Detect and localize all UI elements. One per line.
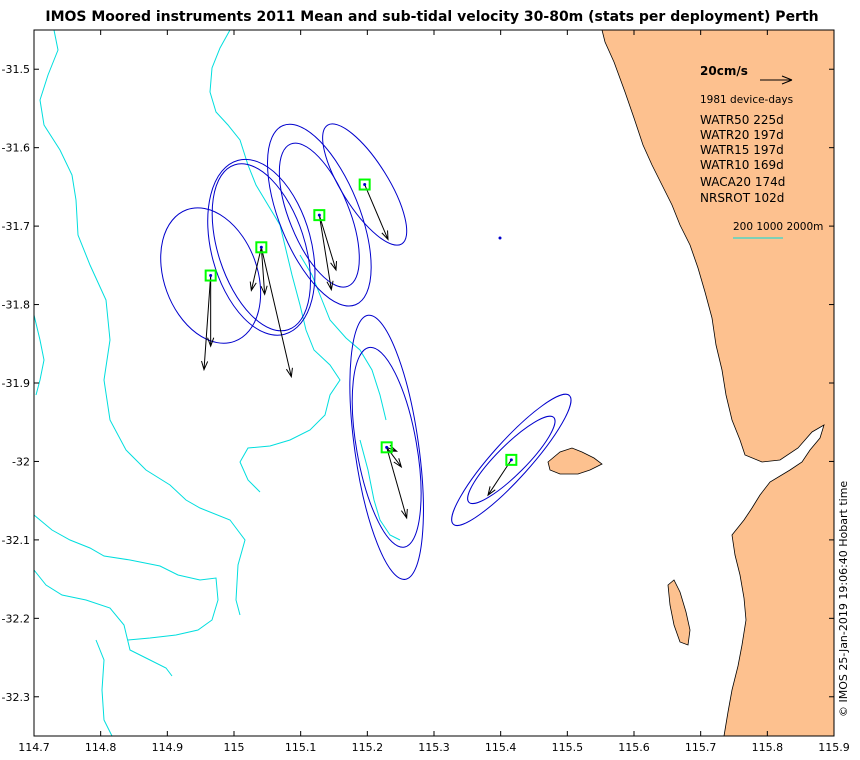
rottnest-island — [547, 447, 603, 475]
mean-velocity-arrow — [207, 275, 215, 348]
variance-ellipse — [160, 207, 262, 344]
x-tick-label: 114.9 — [152, 741, 184, 754]
y-tick-label: -31.5 — [2, 63, 30, 76]
land-layer — [498, 29, 835, 737]
isobath-contour — [95, 639, 113, 737]
credit-label: © IMOS 25-Jan-2019 19:06:40 Hobart time — [837, 481, 850, 717]
isobath-layer — [33, 29, 401, 737]
scale-label: 20cm/s — [700, 64, 748, 78]
mainland — [601, 29, 835, 737]
variance-ellipse — [467, 415, 556, 505]
isobath-contour — [359, 439, 401, 541]
y-tick-label: -31.6 — [2, 142, 30, 155]
isobath-contour — [33, 569, 173, 677]
deployment-label: NRSROT 102d — [700, 191, 784, 205]
x-tick-label: 115.4 — [485, 741, 517, 754]
isobath-contour — [33, 514, 219, 641]
mean-velocity-arrow — [318, 215, 334, 292]
device-days: 1981 device-days — [700, 94, 793, 106]
variance-ellipse — [451, 393, 572, 526]
y-axis: -31.5 -31.6 -31.7 -31.8 -31.9 -32 -32.1 -32.2 -3… — [2, 63, 834, 704]
x-tick-label: 115 — [224, 741, 245, 754]
y-tick-label: -32.1 — [2, 534, 30, 547]
mooring-site-marker — [204, 269, 217, 282]
arrow-layer — [201, 184, 512, 520]
x-tick-label: 114.8 — [85, 741, 117, 754]
variance-ellipse — [211, 163, 311, 332]
x-tick-label: 115.7 — [685, 741, 717, 754]
isobath-contour — [39, 29, 246, 616]
deployment-label: WATR50 225d — [700, 113, 784, 127]
deployment-label: WACA20 174d — [700, 175, 785, 189]
variance-ellipse — [278, 142, 360, 288]
mean-velocity-arrow — [386, 447, 408, 520]
mean-velocity-arrow — [364, 184, 389, 241]
isobath-contour — [299, 254, 387, 421]
mooring-site-marker — [313, 209, 326, 222]
x-axis: 114.7 114.8 114.9 115 115.1 115.2 115.3 115.4 11… — [18, 30, 850, 754]
x-tick-label: 114.7 — [18, 741, 50, 754]
mooring-site-marker — [358, 178, 371, 191]
y-tick-label: -31.8 — [2, 299, 30, 312]
x-tick-label: 115.5 — [552, 741, 584, 754]
variance-ellipse — [349, 314, 424, 580]
legend: 20cm/s 1981 device-days WATR50 225d WATR… — [700, 64, 823, 239]
variance-ellipse — [351, 346, 422, 548]
mean-velocity-arrow — [201, 275, 212, 372]
y-tick-label: -32 — [12, 455, 30, 468]
deployment-label: WATR15 197d — [700, 143, 784, 157]
isobath-contour — [209, 29, 341, 493]
y-tick-label: -31.9 — [2, 377, 30, 390]
y-tick-label: -31.7 — [2, 220, 30, 233]
reef-dot — [498, 236, 502, 240]
mean-velocity-arrow — [386, 447, 403, 469]
mooring-site-marker — [380, 441, 393, 454]
y-tick-label: -32.3 — [2, 691, 30, 704]
mooring-site-marker — [255, 241, 268, 254]
isobath-contour — [33, 314, 45, 396]
x-tick-label: 115.2 — [352, 741, 384, 754]
x-tick-label: 115.1 — [285, 741, 317, 754]
mean-velocity-arrow — [249, 247, 262, 292]
deployment-label: WATR10 169d — [700, 158, 784, 172]
deployment-label: WATR20 197d — [700, 128, 784, 142]
isobath-label: 200 1000 2000m — [733, 221, 823, 233]
variance-ellipse — [266, 123, 372, 307]
mooring-site-marker — [505, 453, 518, 466]
mean-velocity-arrow — [260, 247, 268, 296]
chart-title: IMOS Moored instruments 2011 Mean and su… — [45, 9, 818, 25]
x-tick-label: 115.6 — [618, 741, 650, 754]
scale-arrow — [760, 75, 793, 85]
mean-velocity-arrow — [318, 214, 337, 272]
x-tick-label: 115.9 — [818, 741, 850, 754]
garden-island — [667, 579, 691, 646]
x-tick-label: 115.3 — [418, 741, 450, 754]
variance-ellipse — [207, 158, 316, 336]
y-tick-label: -32.2 — [2, 612, 30, 625]
site-layer — [204, 178, 518, 466]
x-tick-label: 115.8 — [752, 741, 784, 754]
ellipse-layer — [160, 123, 572, 580]
variance-ellipse — [322, 123, 408, 246]
mean-velocity-arrow — [260, 247, 293, 379]
